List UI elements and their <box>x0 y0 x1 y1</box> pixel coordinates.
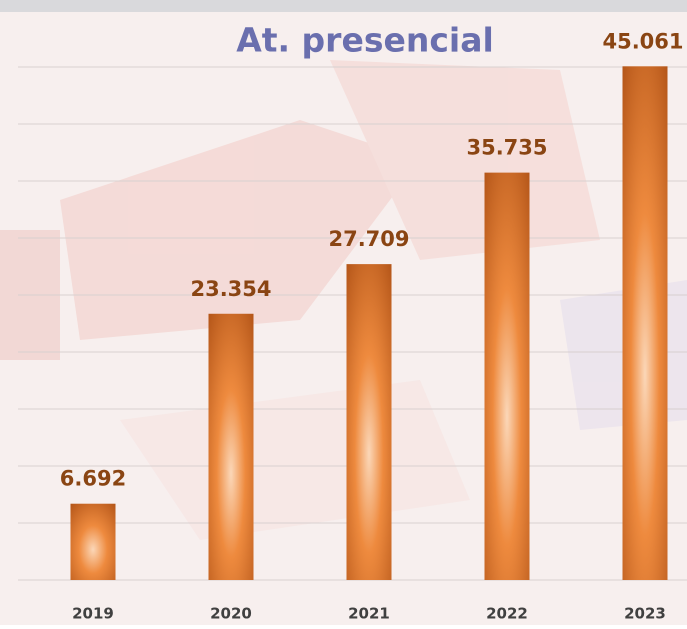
data-label: 45.061 <box>602 29 683 53</box>
bar <box>346 264 392 580</box>
bar <box>208 313 254 580</box>
x-tick-label: 2021 <box>348 605 390 623</box>
data-label: 35.735 <box>466 136 547 160</box>
x-tick-label: 2022 <box>486 605 528 623</box>
bar <box>70 503 116 580</box>
data-label: 6.692 <box>60 467 126 491</box>
data-label: 23.354 <box>190 277 271 301</box>
bar <box>622 66 668 580</box>
x-tick-label: 2023 <box>624 605 666 623</box>
bar <box>484 172 530 580</box>
x-tick-label: 2019 <box>72 605 114 623</box>
data-label: 27.709 <box>328 227 409 251</box>
top-band <box>0 0 687 12</box>
x-tick-label: 2020 <box>210 605 252 623</box>
chart-title: At. presencial <box>236 21 494 60</box>
